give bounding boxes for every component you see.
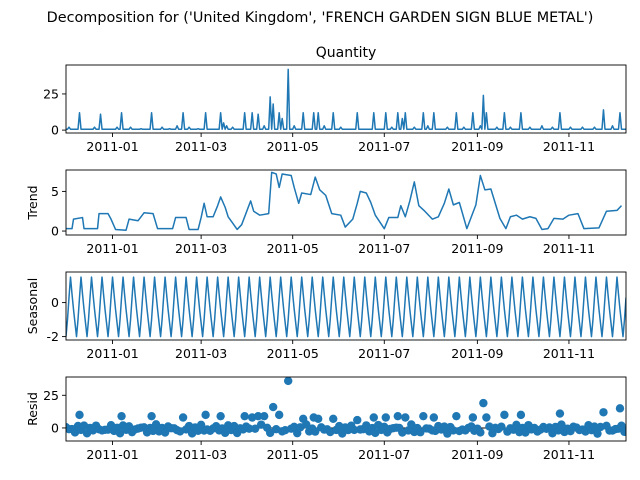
resid-point (620, 427, 626, 437)
observed-xtick-label: 2011-03 (175, 139, 227, 154)
resid-ytick-label: 25 (43, 388, 59, 403)
resid-point (250, 424, 260, 433)
seasonal-xtick-label: 2011-01 (86, 346, 138, 361)
resid-point (75, 410, 84, 420)
resid-point (599, 408, 608, 417)
trend-ylabel: Trend (25, 185, 40, 220)
observed-xtick-label: 2011-07 (358, 139, 410, 154)
trend-xtick-label: 2011-01 (86, 241, 138, 256)
resid-point (416, 428, 425, 437)
resid-xtick-label: 2011-07 (358, 447, 410, 462)
trend-xtick-label: 2011-09 (451, 241, 503, 256)
panels: 0 25 2011-01 2011-03 2011-05 2011-07 2011-09 20… (25, 45, 627, 462)
trend-axes-frame (65, 169, 627, 236)
resid-point (314, 414, 323, 423)
resid-point (393, 411, 402, 421)
resid-point (284, 377, 293, 386)
resid-point (482, 413, 491, 422)
observed-xtick-label: 2011-09 (451, 139, 503, 154)
resid-point (468, 413, 478, 422)
seasonal-ylabel: Seasonal (25, 278, 40, 335)
resid-point (353, 415, 362, 425)
seasonal-xtick-label: 2011-09 (451, 346, 503, 361)
observed-ytick-label: 0 (51, 123, 59, 138)
resid-point (201, 410, 210, 420)
panel-seasonal: -2 0 2011-01 2011-03 2011-05 2011-07 2011-09 20… (25, 271, 627, 361)
trend-xtick-label: 2011-07 (358, 241, 410, 256)
resid-point (419, 411, 428, 421)
resid-point (369, 413, 378, 422)
resid-point (407, 420, 416, 429)
resid-xtick-label: 2011-01 (86, 447, 138, 462)
seasonal-ytick-label: -2 (47, 329, 59, 344)
resid-point (178, 413, 188, 422)
resid-ylabel: Resid (25, 392, 40, 426)
resid-xtick-label: 2011-11 (543, 447, 595, 462)
trend-xtick-label: 2011-05 (267, 241, 319, 256)
resid-point (381, 413, 390, 422)
resid-point (476, 428, 485, 437)
observed-ytick-label: 25 (43, 86, 59, 101)
resid-point (557, 420, 566, 429)
resid-point (240, 411, 249, 421)
resid-point (268, 402, 278, 412)
resid-axes-frame (65, 376, 627, 442)
observed-axes-frame (65, 64, 627, 134)
resid-ytick-label: 0 (51, 420, 59, 435)
observed-xtick-label: 2011-11 (543, 139, 595, 154)
trend-xtick-label: 2011-11 (543, 241, 595, 256)
resid-point (311, 427, 320, 436)
observed-xtick-label: 2011-01 (86, 139, 138, 154)
resid-xtick-label: 2011-09 (451, 447, 503, 462)
resid-xtick-label: 2011-05 (267, 447, 319, 462)
resid-point (329, 414, 338, 423)
observed-title: Quantity (316, 45, 377, 61)
resid-point (500, 410, 509, 420)
panel-resid: 0 25 2011-01 2011-03 2011-05 2011-07 2011-09 20… (25, 376, 627, 462)
resid-point (555, 409, 565, 418)
resid-point (216, 411, 225, 421)
resid-point (259, 411, 269, 421)
resid-point (253, 411, 263, 421)
panel-observed: 0 25 2011-01 2011-03 2011-05 2011-07 2011-09 20… (43, 45, 627, 154)
resid-point (401, 413, 410, 422)
resid-point (593, 429, 602, 438)
seasonal-xtick-label: 2011-03 (175, 346, 227, 361)
resid-point (497, 422, 506, 431)
resid-point (148, 426, 158, 436)
resid-point (302, 420, 311, 429)
trend-ytick-label: 0 (51, 224, 59, 239)
resid-point (244, 424, 254, 433)
resid-point (615, 404, 625, 413)
resid-point (590, 422, 599, 431)
seasonal-ytick-label: 0 (51, 295, 59, 310)
resid-point (265, 428, 275, 438)
observed-series-line (66, 68, 626, 130)
trend-ytick-label: 5 (51, 184, 59, 199)
trend-xtick-label: 2011-03 (175, 241, 227, 256)
seasonal-xtick-label: 2011-05 (267, 346, 319, 361)
resid-point (516, 410, 526, 420)
seasonal-series-line (66, 276, 626, 338)
seasonal-xtick-label: 2011-11 (543, 346, 595, 361)
resid-point (290, 422, 299, 432)
resid-point (429, 413, 439, 422)
resid-point (350, 425, 359, 435)
resid-point (274, 410, 284, 420)
seasonal-xtick-label: 2011-07 (358, 346, 410, 361)
figure-title: Decomposition for ('United Kingdom', 'FR… (47, 10, 594, 26)
observed-xtick-label: 2011-05 (267, 139, 319, 154)
resid-point (479, 398, 488, 408)
resid-xtick-label: 2011-03 (175, 447, 227, 462)
resid-point (452, 411, 461, 421)
resid-point (440, 422, 449, 431)
trend-series-line (66, 171, 623, 231)
resid-point (147, 411, 156, 421)
seasonal-axes-frame (65, 271, 627, 341)
resid-point (117, 411, 126, 421)
panel-trend: 0 5 2011-01 2011-03 2011-05 2011-07 2011-09 201… (25, 169, 627, 256)
resid-points (66, 377, 626, 438)
